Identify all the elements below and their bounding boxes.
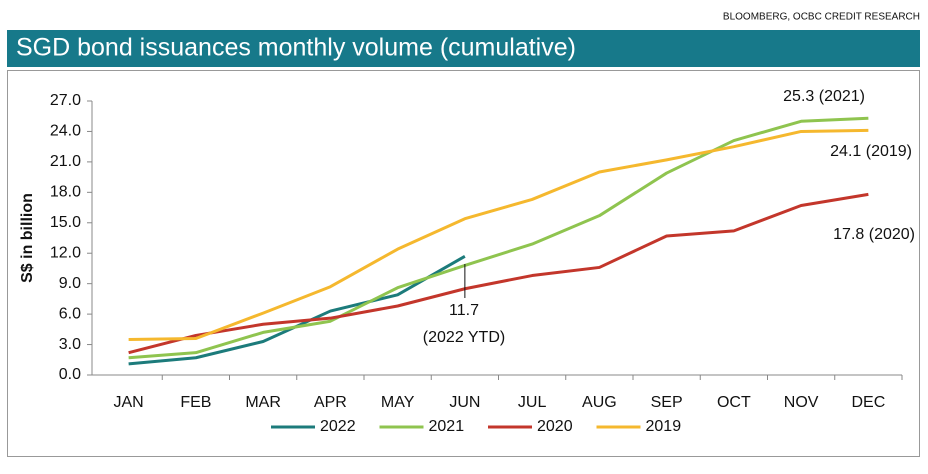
y-axis-label: S$ in billion <box>19 193 36 283</box>
y-tick-label: 27.0 <box>50 92 81 109</box>
series-line <box>128 128 869 341</box>
annotation: 25.3 (2021) <box>783 88 865 105</box>
series-line <box>128 254 466 366</box>
x-tick-label: DEC <box>851 394 885 411</box>
legend-label: 2019 <box>646 418 682 435</box>
annotation: 11.7 <box>449 302 479 319</box>
legend-label: 2022 <box>320 418 356 435</box>
y-tick-label: 3.0 <box>59 336 81 353</box>
chart-title: SGD bond issuances monthly volume (cumul… <box>16 34 576 62</box>
frame <box>7 70 920 457</box>
x-tick-label: MAY <box>381 394 415 411</box>
series-line <box>128 192 869 355</box>
y-tick-label: 21.0 <box>50 153 81 170</box>
x-tick-label: JAN <box>114 394 144 411</box>
legend-label: 2020 <box>537 418 573 435</box>
x-tick-label: AUG <box>582 394 617 411</box>
x-tick-label: FEB <box>180 394 211 411</box>
x-tick-label: OCT <box>717 394 751 411</box>
legend-label: 2021 <box>429 418 465 435</box>
x-tick-label: SEP <box>651 394 683 411</box>
y-tick-label: 6.0 <box>59 305 81 322</box>
y-tick-label: 9.0 <box>59 275 81 292</box>
annotation: 17.8 (2020) <box>833 226 915 243</box>
annotation: 24.1 (2019) <box>830 143 912 160</box>
x-tick-label: JUN <box>449 394 480 411</box>
y-tick-label: 12.0 <box>50 244 81 261</box>
y-tick-label: 24.0 <box>50 123 81 140</box>
x-tick-label: NOV <box>784 394 819 411</box>
y-tick-label: 0.0 <box>59 366 81 383</box>
x-tick-label: APR <box>314 394 347 411</box>
series-line <box>128 116 869 360</box>
x-tick-label: MAR <box>245 394 281 411</box>
y-tick-label: 15.0 <box>50 214 81 231</box>
x-tick-label: JUL <box>518 394 547 411</box>
source: BLOOMBERG, OCBC CREDIT RESEARCH <box>723 12 920 23</box>
annotation: (2022 YTD) <box>423 329 505 346</box>
y-tick-label: 18.0 <box>50 184 81 201</box>
title-bar <box>7 30 920 67</box>
